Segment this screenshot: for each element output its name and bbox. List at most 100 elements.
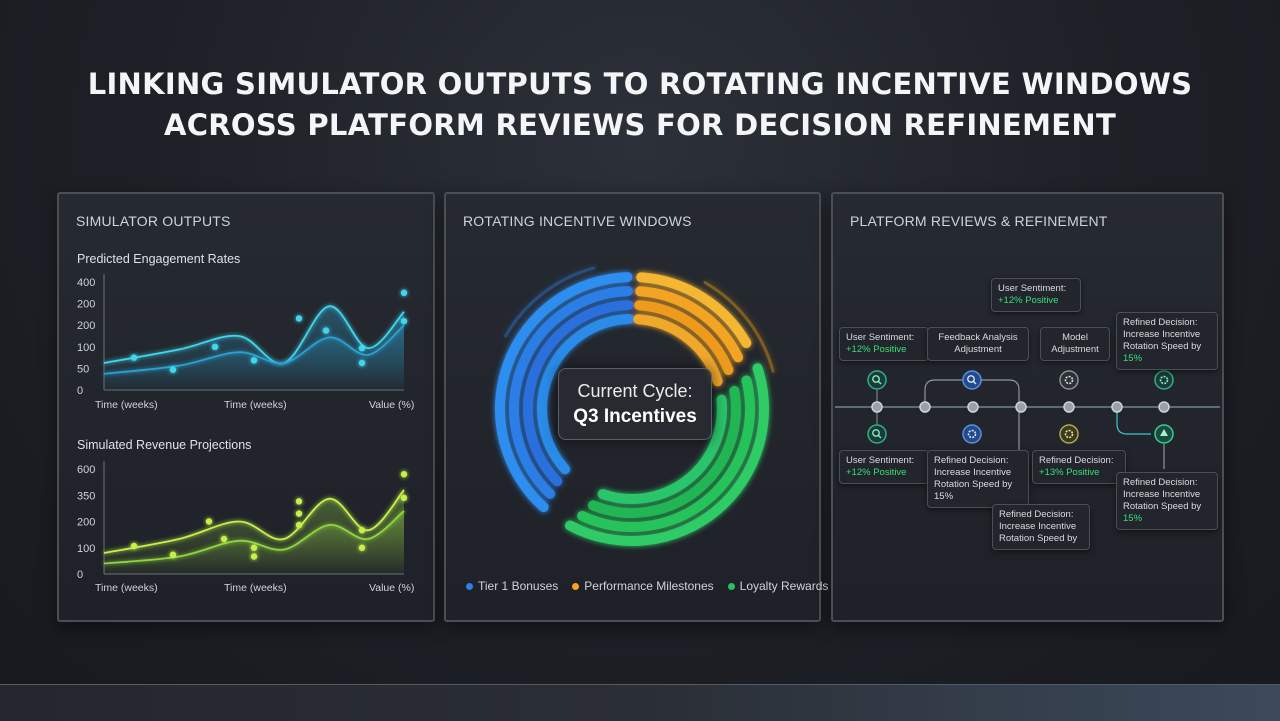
card-feedback: Feedback Analysis Adjustment <box>927 327 1029 361</box>
review-flow-svg <box>835 334 1220 504</box>
card-refined-top-label: Refined Decision: <box>1123 317 1198 328</box>
card-bottom-sentiment-label: User Sentiment: <box>846 455 915 466</box>
revenue-chart: Simulated Revenue Projections 600 350 200 10… <box>77 438 414 594</box>
timeline-node-5 <box>1063 401 1075 413</box>
data-point <box>358 359 366 367</box>
loyalty-ring-2 <box>588 385 741 518</box>
tier1-ring-1 <box>509 286 633 499</box>
data-point <box>358 527 366 534</box>
series-line-1 <box>103 510 405 565</box>
card-refined-low: Refined Decision: Increase Incentive Rot… <box>992 504 1090 550</box>
platform-reviews-panel: PLATFORM REVIEWS & REFINEMENT <box>831 192 1224 622</box>
simulator-outputs-title: SIMULATOR OUTPUTS <box>76 213 231 229</box>
card-refined-mid-label: Refined Decision: <box>934 455 1009 466</box>
series-line-1 <box>103 324 405 375</box>
current-cycle-label: Current Cycle: <box>577 381 693 401</box>
incentive-legend: Tier 1 Bonuses Performance Milestones Lo… <box>466 579 828 593</box>
card-refined-top-line3: Rotation Speed by <box>1123 341 1202 352</box>
tier1-ring-0 <box>495 272 633 513</box>
card-bottom-sentiment-value: +12% Positive <box>846 467 907 478</box>
card-model: Model Adjustment <box>1040 327 1110 361</box>
incentive-windows-title: ROTATING INCENTIVE WINDOWS <box>463 213 692 229</box>
tier1-ring-2 <box>523 300 634 487</box>
timeline-node-4 <box>1015 401 1027 413</box>
data-point <box>169 366 177 373</box>
x-axis-label: Time (weeks) <box>95 582 158 594</box>
card-bottom-sentiment: User Sentiment: +12% Positive <box>839 450 929 484</box>
timeline-node-1 <box>871 401 883 413</box>
legend-dot-tier1 <box>466 582 473 590</box>
x-axis-label: Value (%) <box>369 399 414 411</box>
card-left-sentiment-value: +12% Positive <box>846 344 907 355</box>
connector-2 <box>981 379 1020 407</box>
data-point <box>400 289 408 296</box>
analysis-gear-icon <box>962 424 982 444</box>
loyalty-ring-1 <box>577 375 755 532</box>
page-title-line-2: ACROSS PLATFORM REVIEWS FOR DECISION REF… <box>163 108 1117 142</box>
connector-5 <box>1116 407 1151 435</box>
card-left-sentiment-label: User Sentiment: <box>846 332 915 343</box>
series-area-1 <box>104 511 404 574</box>
y-tick-label: 50 <box>77 363 89 375</box>
card-top-sentiment: User Sentiment: +12% Positive <box>991 278 1081 312</box>
performance-ring-3 <box>633 314 723 387</box>
tier1-ring-3 <box>537 314 634 475</box>
chart-title-0: Predicted Engagement Rates <box>77 252 240 266</box>
data-point <box>250 544 258 551</box>
card-refined-low-line3: Rotation Speed by <box>999 533 1078 544</box>
y-tick-label: 600 <box>77 464 95 476</box>
data-point <box>250 357 258 364</box>
y-tick-label: 200 <box>77 299 95 311</box>
current-cycle-value: Q3 Incentives <box>573 406 697 427</box>
series-line-0 <box>103 489 405 554</box>
legend-label-tier1: Tier 1 Bonuses <box>478 579 559 593</box>
data-point <box>295 521 303 529</box>
data-point <box>358 344 366 352</box>
y-tick-label: 200 <box>77 517 95 529</box>
legend-dot-performance <box>572 582 580 590</box>
model-gear-icon-lower <box>1059 424 1079 444</box>
data-point <box>295 315 303 322</box>
data-point <box>358 544 366 551</box>
card-bottom-sentiment2-value: +13% Positive <box>1039 467 1100 478</box>
data-point <box>400 494 408 502</box>
data-point <box>169 551 177 558</box>
chart-title-1: Simulated Revenue Projections <box>77 438 251 452</box>
card-model-label: Model Adjustment <box>1051 332 1099 355</box>
y-tick-label: 0 <box>77 385 83 397</box>
data-point <box>220 535 228 543</box>
card-refined-low-label: Refined Decision: <box>999 509 1074 520</box>
data-point <box>295 498 303 505</box>
y-tick-label: 100 <box>77 342 95 354</box>
y-tick-label: 0 <box>77 569 83 581</box>
data-point <box>295 510 303 517</box>
timeline-node-7 <box>1158 401 1170 413</box>
legend-item-performance: Performance Milestones <box>572 579 714 593</box>
data-point <box>130 542 138 550</box>
card-refined-right-line3: Rotation Speed by <box>1123 501 1202 512</box>
data-point <box>400 471 408 478</box>
connector-1 <box>924 379 963 407</box>
data-point <box>211 343 219 350</box>
timeline-node-2 <box>919 401 931 413</box>
feedback-search-icon <box>962 370 982 390</box>
card-refined-mid-line2: Increase Incentive <box>934 467 1012 478</box>
platform-reviews-title: PLATFORM REVIEWS & REFINEMENT <box>850 213 1108 229</box>
x-axis-label: Time (weeks) <box>224 582 287 594</box>
search-icon <box>867 370 887 390</box>
x-axis-label: Time (weeks) <box>224 399 287 411</box>
loyalty-ring-3 <box>597 394 727 504</box>
card-refined-right-value: 15% <box>1123 513 1143 524</box>
legend-dot-loyalty <box>727 582 735 590</box>
y-tick-label: 200 <box>77 320 95 332</box>
data-point <box>130 354 138 361</box>
bottom-bar <box>0 684 1280 721</box>
timeline-node-6 <box>1111 401 1123 413</box>
card-left-sentiment: User Sentiment: +12% Positive <box>839 327 929 361</box>
page-title: LINKING SIMULATOR OUTPUTS TO ROTATING IN… <box>0 64 1280 146</box>
y-tick-label: 400 <box>77 277 95 289</box>
incentive-rings <box>495 266 775 546</box>
refine-gear-icon <box>1154 370 1174 390</box>
data-point <box>205 518 213 525</box>
card-feedback-label: Feedback Analysis Adjustment <box>938 332 1018 355</box>
